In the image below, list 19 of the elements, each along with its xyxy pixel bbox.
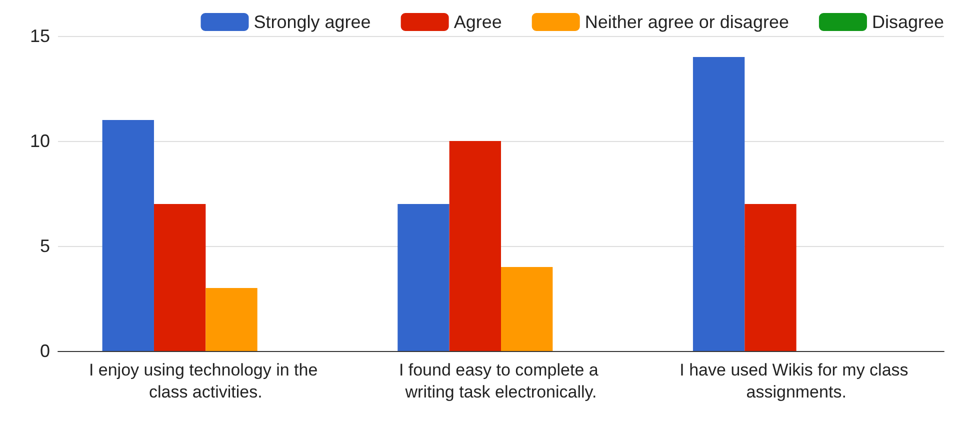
legend-label: Strongly agree [254, 12, 371, 32]
x-tick-label: I have used Wikis for my class assignments. [680, 360, 914, 402]
bar [206, 288, 258, 351]
bar [154, 204, 206, 351]
x-tick-label: I enjoy using technology in the class activities. [88, 360, 322, 402]
y-tick-label: 5 [40, 236, 50, 256]
bar [449, 141, 501, 351]
x-tick-label: I found easy to complete a writing task electronically. [398, 360, 604, 402]
y-tick-label: 0 [40, 341, 50, 361]
legend-label: Agree [454, 12, 502, 32]
legend-label: Neither agree or disagree [584, 12, 789, 32]
bar [744, 204, 796, 351]
bar [398, 204, 450, 351]
bar [102, 120, 154, 351]
bar [692, 57, 745, 351]
legend-label: Disagree [872, 12, 944, 32]
y-tick-label: 10 [30, 131, 50, 151]
bar [501, 267, 553, 351]
y-tick-label: 15 [30, 26, 50, 46]
